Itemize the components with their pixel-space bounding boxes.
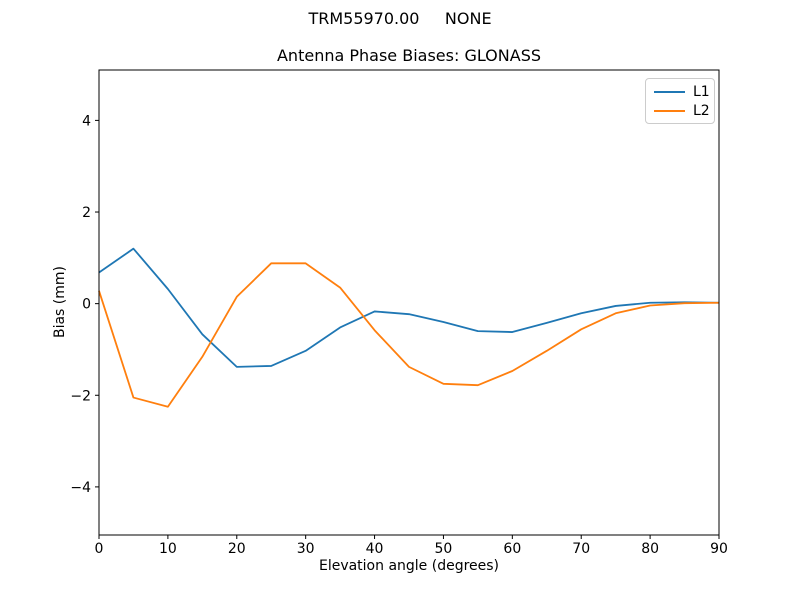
figure-suptitle: TRM55970.00 NONE <box>308 9 492 28</box>
y-tick-label: −4 <box>70 480 91 496</box>
axes-frame <box>98 69 720 536</box>
series-line-l2 <box>98 262 720 408</box>
legend: L1 L2 <box>645 78 715 124</box>
x-tick-label: 90 <box>710 541 728 557</box>
legend-entry-l2: L2 <box>654 104 710 118</box>
axes-title: Antenna Phase Biases: GLONASS <box>276 46 541 65</box>
legend-swatch-l1 <box>654 90 685 93</box>
x-tick-label: 60 <box>503 541 521 557</box>
x-tick-label: 50 <box>435 541 453 557</box>
y-ticks: −4 −2 0 2 4 <box>70 113 99 496</box>
x-tick-label: 80 <box>641 541 659 557</box>
x-tick-label: 70 <box>572 541 590 557</box>
x-tick-label: 20 <box>228 541 246 557</box>
x-tick-label: 30 <box>297 541 315 557</box>
series-lines <box>98 247 720 408</box>
legend-label-l1: L1 <box>693 83 710 100</box>
x-ticks: 0 10 20 30 40 50 60 70 80 90 <box>95 535 728 557</box>
x-tick-label: 10 <box>159 541 177 557</box>
y-tick-label: 0 <box>82 297 91 313</box>
y-tick-label: −2 <box>70 388 91 404</box>
legend-swatch-l2 <box>654 109 685 112</box>
x-tick-label: 0 <box>95 541 104 557</box>
legend-entry-l1: L1 <box>654 85 710 99</box>
x-tick-label: 40 <box>366 541 384 557</box>
legend-label-l2: L2 <box>693 102 710 119</box>
series-line-l1 <box>98 247 720 368</box>
x-axis-label: Elevation angle (degrees) <box>318 558 500 574</box>
y-axis-label: Bias (mm) <box>52 265 68 339</box>
y-tick-label: 4 <box>82 113 91 129</box>
y-tick-label: 2 <box>82 205 91 221</box>
